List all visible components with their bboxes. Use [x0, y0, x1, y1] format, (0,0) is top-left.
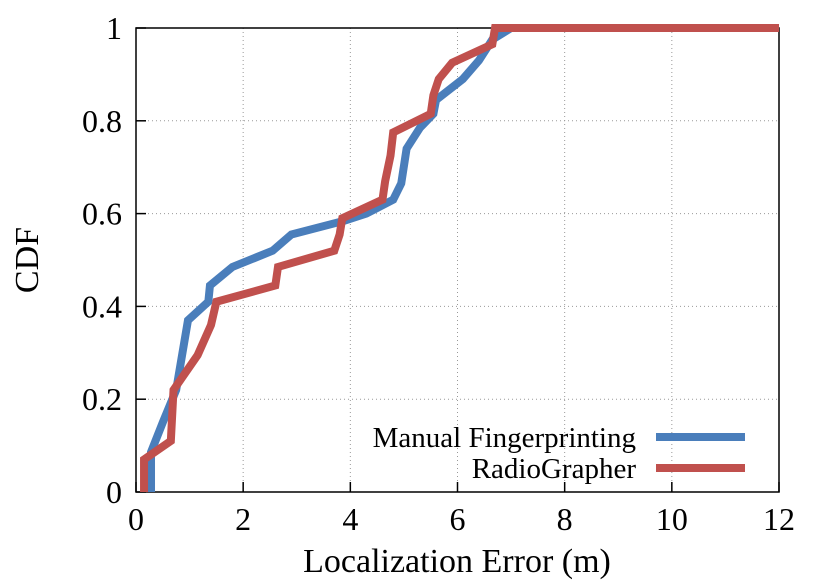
y-tick-label: 0.6 [82, 196, 122, 232]
y-tick-label: 0 [106, 474, 122, 510]
y-tick-label: 1 [106, 10, 122, 46]
x-tick-label: 12 [763, 501, 795, 537]
y-tick-label: 0.2 [82, 381, 122, 417]
x-tick-label: 0 [128, 501, 144, 537]
data-line [147, 24, 779, 492]
x-tick-label: 2 [235, 501, 251, 537]
legend-label: RadioGrapher [472, 453, 637, 485]
data-line [140, 24, 779, 492]
x-tick-label: 4 [342, 501, 358, 537]
x-tick-label: 8 [557, 501, 573, 537]
y-tick-label: 0.8 [82, 103, 122, 139]
y-tick-label: 0.4 [82, 288, 122, 324]
legend-label: Manual Fingerprinting [373, 422, 636, 454]
y-axis-label: CDF [9, 227, 46, 293]
x-tick-label: 6 [450, 501, 466, 537]
plot-frame [135, 27, 780, 493]
x-axis-label: Localization Error (m) [303, 543, 611, 580]
x-tick-label: 10 [656, 501, 688, 537]
